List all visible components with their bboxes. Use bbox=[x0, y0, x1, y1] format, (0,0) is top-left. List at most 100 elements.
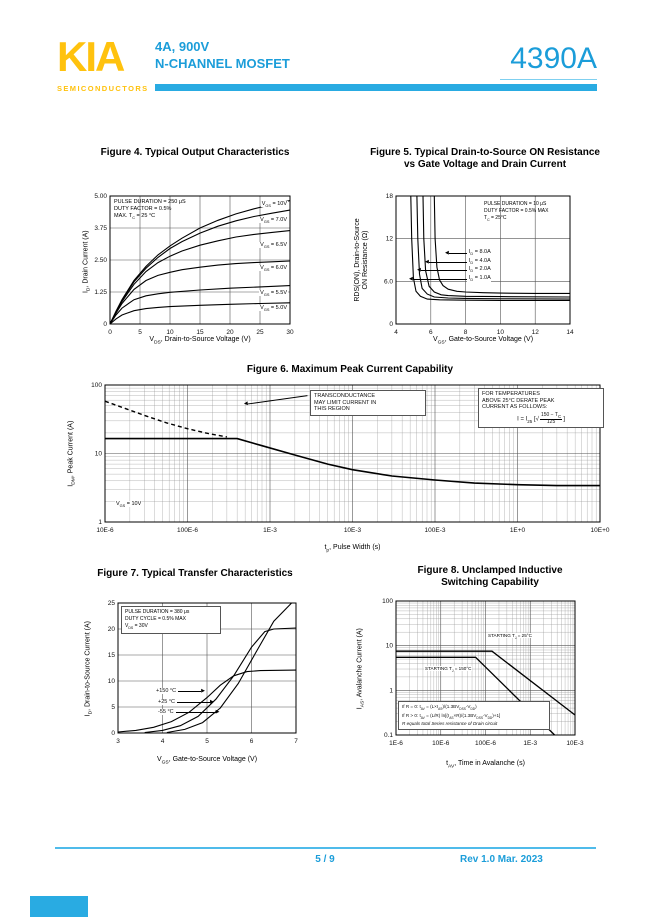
svg-text:100E-3: 100E-3 bbox=[425, 527, 446, 534]
fig5-y-axis-label-line2: ON Resistance (Ω) bbox=[362, 230, 369, 290]
fig4-y-axis-label: ID, Drain Current (A) bbox=[82, 230, 92, 294]
fig4-curve-label-5v: VGS = 5.0V bbox=[259, 305, 288, 313]
svg-text:10E-3: 10E-3 bbox=[344, 527, 362, 534]
fig7-title: Figure 7. Typical Transfer Characteristi… bbox=[97, 568, 293, 579]
svg-text:7: 7 bbox=[294, 738, 298, 745]
fig8-y-axis-label: IAS, Avalanche Current (A) bbox=[356, 628, 366, 710]
svg-text:15: 15 bbox=[108, 652, 116, 659]
page-corner-accent bbox=[30, 896, 88, 917]
svg-text:1.25: 1.25 bbox=[94, 289, 107, 296]
svg-text:1E-3: 1E-3 bbox=[263, 527, 277, 534]
device-spec-line2: N-CHANNEL MOSFET bbox=[155, 56, 290, 71]
fig6-transconductance-note: TRANSCONDUCTANCE MAY LIMIT CURRENT IN TH… bbox=[310, 390, 426, 416]
fig8-formula-2: If R > 0: tAV = (L/R) ln[(IAS×R)/(1.3BVD… bbox=[402, 712, 501, 720]
fig4-chart: 0 5 10 15 20 25 30 0 1.25 2.50 3.75 5.00 bbox=[94, 193, 294, 336]
fig7-curve-label-25c: +25 °C ▶ bbox=[158, 698, 214, 705]
svg-text:6: 6 bbox=[429, 329, 433, 336]
fig4-curve-label-5p5v: VGS = 5.5V bbox=[259, 290, 288, 298]
svg-text:1E-3: 1E-3 bbox=[523, 740, 537, 747]
fig8-title: Figure 8. Unclamped Inductive Switching … bbox=[417, 565, 563, 588]
fig5-curve-label-1a: ◀ ID = 1.0A bbox=[409, 275, 491, 283]
fig6-x-axis-label: tp, Pulse Width (s) bbox=[324, 544, 381, 554]
svg-text:5: 5 bbox=[205, 738, 209, 745]
fig5-y-axis-label-line1: RDS(ON), Drain-to-Source bbox=[354, 218, 361, 302]
fig4-curve-label-6v: VGS = 6.0V bbox=[259, 265, 288, 273]
svg-text:5: 5 bbox=[138, 329, 142, 336]
fig4-curve-label-10v: VGS = 10V bbox=[260, 201, 288, 209]
svg-text:100: 100 bbox=[91, 382, 102, 389]
right-arrow-icon: ▶ bbox=[210, 698, 214, 705]
svg-text:1E-6: 1E-6 bbox=[389, 740, 403, 747]
fig7-curve-label-m55c: -55 °C ▶ bbox=[158, 708, 220, 715]
fig7-y-axis-label: ID, Drain-to-Source Current (A) bbox=[84, 621, 94, 717]
svg-text:0: 0 bbox=[108, 329, 112, 336]
svg-text:100E-6: 100E-6 bbox=[475, 740, 496, 747]
svg-text:10: 10 bbox=[166, 329, 174, 336]
svg-text:10: 10 bbox=[95, 451, 103, 458]
svg-text:10E-6: 10E-6 bbox=[432, 740, 450, 747]
svg-text:4: 4 bbox=[394, 329, 398, 336]
fig6-title: Figure 6. Maximum Peak Current Capabilit… bbox=[246, 364, 454, 375]
revision-label: Rev 1.0 Mar. 2023 bbox=[460, 854, 543, 865]
svg-text:10: 10 bbox=[497, 329, 505, 336]
fig6-note-line2: MAY LIMIT CURRENT IN bbox=[314, 399, 377, 406]
fig6-vgs-note: VGS = 10V bbox=[115, 501, 143, 509]
svg-text:20: 20 bbox=[226, 329, 234, 336]
fig4-condition-3: MAX. TC = 25 °C bbox=[114, 213, 156, 221]
svg-text:4: 4 bbox=[161, 738, 165, 745]
fig5-condition-1: PULSE DURATION = 10 μS bbox=[484, 201, 547, 207]
right-arrow-icon: ▶ bbox=[215, 708, 220, 715]
fig6-derate-line2: ABOVE 25°C DERATE PEAK bbox=[482, 397, 555, 404]
fig5-x-axis-label: VGS, Gate-to-Source Voltage (V) bbox=[432, 336, 534, 346]
page-number: 5 / 9 bbox=[315, 854, 335, 865]
fig5-condition-3: TC = 25°C bbox=[484, 215, 507, 222]
left-arrow-icon: ◀ bbox=[425, 258, 429, 265]
fig5-curve-label-2a: ◀ ID = 2.0A bbox=[417, 266, 491, 274]
svg-text:3: 3 bbox=[116, 738, 120, 745]
right-arrow-icon: ▶ bbox=[201, 687, 205, 694]
fig6-note-line1: TRANSCONDUCTANCE bbox=[314, 393, 376, 399]
kia-logo: KIA bbox=[57, 33, 125, 80]
fig4-title: Figure 4. Typical Output Characteristics bbox=[100, 147, 290, 158]
svg-text:10E-6: 10E-6 bbox=[96, 527, 114, 534]
fig8-avalanche-formulas: If R = 0: tAV = (L×IAS)/(1.3BVDSS-VDD) I… bbox=[398, 701, 550, 731]
header-bar bbox=[155, 84, 597, 91]
svg-text:0: 0 bbox=[103, 321, 107, 328]
svg-text:30: 30 bbox=[286, 329, 294, 336]
fig4-test-conditions: PULSE DURATION = 250 μS DUTY FACTOR = 0.… bbox=[114, 199, 186, 222]
left-arrow-icon: ◀ bbox=[445, 249, 449, 256]
svg-text:1: 1 bbox=[98, 519, 102, 526]
svg-text:5.00: 5.00 bbox=[94, 193, 107, 200]
svg-text:8: 8 bbox=[464, 329, 468, 336]
fig8-formula-1: If R = 0: tAV = (L×IAS)/(1.3BVDSS-VDD) bbox=[402, 704, 477, 711]
device-spec: 4A, 900V N-CHANNEL MOSFET bbox=[155, 38, 290, 72]
svg-text:100E-6: 100E-6 bbox=[177, 527, 198, 534]
svg-text:15: 15 bbox=[196, 329, 204, 336]
fig5-curve-label-4a: ◀ ID = 4.0A bbox=[425, 258, 491, 266]
fig5-test-conditions: PULSE DURATION = 10 μS DUTY FACTOR = 0.5… bbox=[484, 201, 548, 224]
part-underline bbox=[500, 79, 597, 80]
device-spec-line1: 4A, 900V bbox=[155, 39, 210, 54]
fig5-y-axis-label: RDS(ON), Drain-to-Source ON Resistance (… bbox=[354, 195, 370, 325]
svg-text:0: 0 bbox=[389, 321, 393, 328]
svg-text:10: 10 bbox=[108, 678, 116, 685]
svg-text:1: 1 bbox=[389, 687, 393, 694]
fig7-condition-2: DUTY CYCLE = 0.5% MAX bbox=[125, 615, 186, 622]
fig5-condition-2: DUTY FACTOR = 0.5% MAX bbox=[484, 208, 549, 214]
left-arrow-icon: ◀ bbox=[409, 275, 413, 282]
fig6-derate-line1: FOR TEMPERATURES bbox=[482, 391, 540, 397]
fig6-derating-formula: I = I25 [√ 150 − TC 125] bbox=[517, 411, 565, 425]
svg-text:3.75: 3.75 bbox=[94, 225, 107, 232]
fig4-curve-label-6p5v: VGS = 6.5V bbox=[259, 242, 288, 250]
svg-text:6.0: 6.0 bbox=[384, 278, 393, 285]
svg-text:0: 0 bbox=[111, 730, 115, 737]
fig4-condition-1: PULSE DURATION = 250 μS bbox=[114, 199, 186, 205]
logo-subtitle: SEMICONDUCTORS bbox=[57, 84, 149, 93]
svg-text:14: 14 bbox=[566, 329, 574, 336]
svg-text:1E+0: 1E+0 bbox=[510, 527, 526, 534]
fig7-condition-3: VDS = 30V bbox=[125, 622, 148, 630]
fig8-formula-note: R equals total Series resistance of Drai… bbox=[402, 721, 498, 727]
svg-text:100: 100 bbox=[382, 598, 393, 605]
svg-text:20: 20 bbox=[108, 626, 116, 633]
